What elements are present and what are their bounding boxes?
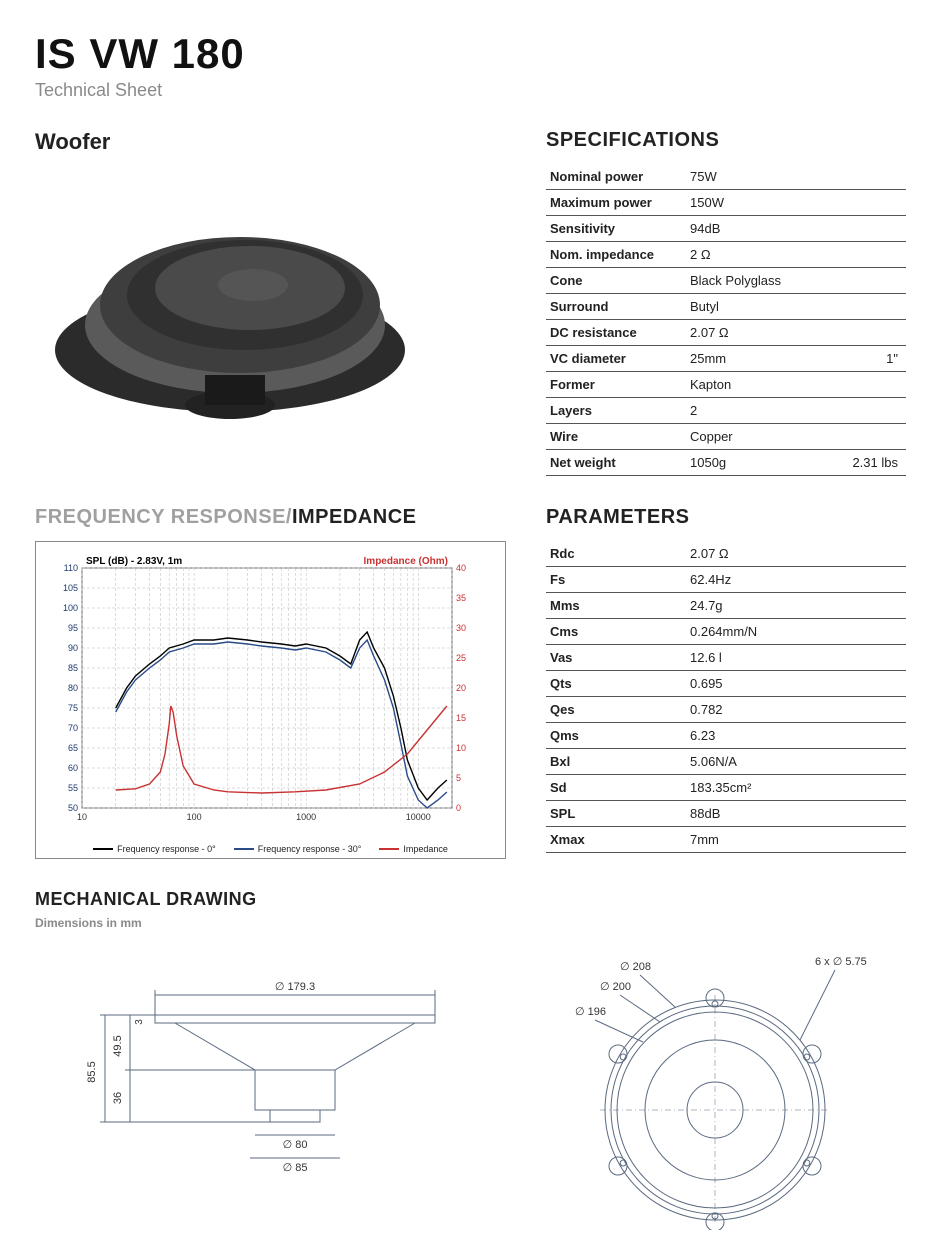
svg-text:SPL (dB) - 2.83V, 1m: SPL (dB) - 2.83V, 1m xyxy=(86,556,182,567)
specs-heading: SPECIFICATIONS xyxy=(546,129,906,152)
svg-text:80: 80 xyxy=(68,683,78,693)
table-row: DC resistance2.07 Ω xyxy=(546,320,906,346)
specs-table: Nominal power75WMaximum power150WSensiti… xyxy=(546,164,906,476)
table-row: Fs62.4Hz xyxy=(546,567,906,593)
svg-text:∅ 80: ∅ 80 xyxy=(283,1139,308,1151)
table-row: Bxl5.06N/A xyxy=(546,749,906,775)
svg-text:95: 95 xyxy=(68,623,78,633)
svg-text:65: 65 xyxy=(68,743,78,753)
svg-text:105: 105 xyxy=(63,583,78,593)
svg-text:85.5: 85.5 xyxy=(86,1061,98,1082)
freq-heading-muted: FREQUENCY RESPONSE/ xyxy=(35,506,292,528)
svg-text:25: 25 xyxy=(456,653,466,663)
table-row: ConeBlack Polyglass xyxy=(546,268,906,294)
legend-fr30: Frequency response - 30° xyxy=(234,844,362,854)
svg-text:60: 60 xyxy=(68,763,78,773)
table-row: Maximum power150W xyxy=(546,190,906,216)
legend-imp: Impedance xyxy=(379,844,448,854)
svg-text:1000: 1000 xyxy=(296,812,316,822)
table-row: Qes0.782 xyxy=(546,697,906,723)
svg-text:75: 75 xyxy=(68,703,78,713)
svg-text:3: 3 xyxy=(134,1019,145,1025)
product-image xyxy=(35,175,435,475)
mech-subheading: Dimensions in mm xyxy=(35,916,906,930)
table-row: Sd183.35cm² xyxy=(546,775,906,801)
svg-text:100: 100 xyxy=(187,812,202,822)
svg-text:49.5: 49.5 xyxy=(112,1035,124,1056)
table-row: FormerKapton xyxy=(546,372,906,398)
legend-fr0: Frequency response - 0° xyxy=(93,844,216,854)
svg-text:110: 110 xyxy=(64,563,78,573)
table-row: Layers2 xyxy=(546,398,906,424)
svg-text:10: 10 xyxy=(77,812,87,822)
table-row: Nominal power75W xyxy=(546,164,906,190)
table-row: Mms24.7g xyxy=(546,593,906,619)
svg-text:10: 10 xyxy=(456,743,466,753)
svg-text:6 x ∅ 5.75: 6 x ∅ 5.75 xyxy=(815,956,867,968)
svg-text:30: 30 xyxy=(456,623,466,633)
svg-text:∅ 196: ∅ 196 xyxy=(575,1006,606,1018)
table-row: Qms6.23 xyxy=(546,723,906,749)
svg-text:36: 36 xyxy=(112,1092,124,1104)
table-row: Cms0.264mm/N xyxy=(546,619,906,645)
freq-chart: 5055606570758085909510010511005101520253… xyxy=(35,541,506,859)
side-drawing: ∅ 179.3 85.5 49.5 3 36 ∅ 80 ∅ 85 xyxy=(35,950,495,1180)
woofer-heading: Woofer xyxy=(35,129,506,155)
svg-text:70: 70 xyxy=(68,723,78,733)
table-row: SurroundButyl xyxy=(546,294,906,320)
svg-text:∅ 85: ∅ 85 xyxy=(283,1162,308,1174)
svg-text:35: 35 xyxy=(456,593,466,603)
table-row: Vas12.6 l xyxy=(546,645,906,671)
svg-text:40: 40 xyxy=(456,563,466,573)
page-title: IS VW 180 xyxy=(35,30,906,78)
svg-text:0: 0 xyxy=(456,803,461,813)
svg-text:100: 100 xyxy=(63,603,78,613)
svg-text:20: 20 xyxy=(456,683,466,693)
svg-text:85: 85 xyxy=(68,663,78,673)
table-row: Rdc2.07 Ω xyxy=(546,541,906,567)
table-row: VC diameter25mm1" xyxy=(546,346,906,372)
svg-text:∅ 200: ∅ 200 xyxy=(600,981,631,993)
table-row: Net weight1050g2.31 lbs xyxy=(546,450,906,476)
table-row: Qts0.695 xyxy=(546,671,906,697)
svg-text:Impedance (Ohm): Impedance (Ohm) xyxy=(364,556,448,567)
table-row: WireCopper xyxy=(546,424,906,450)
mech-heading: MECHANICAL DRAWING xyxy=(35,889,906,910)
table-row: SPL88dB xyxy=(546,801,906,827)
params-table: Rdc2.07 ΩFs62.4HzMms24.7gCms0.264mm/NVas… xyxy=(546,541,906,853)
page-subtitle: Technical Sheet xyxy=(35,80,906,101)
front-drawing: ∅ 208 ∅ 200 ∅ 196 6 x ∅ 5.75 xyxy=(525,950,905,1230)
table-row: Xmax7mm xyxy=(546,827,906,853)
table-row: Sensitivity94dB xyxy=(546,216,906,242)
freq-heading: FREQUENCY RESPONSE/IMPEDANCE xyxy=(35,506,506,529)
svg-text:5: 5 xyxy=(456,773,461,783)
svg-text:10000: 10000 xyxy=(406,812,431,822)
freq-heading-bold: IMPEDANCE xyxy=(292,506,417,528)
params-heading: PARAMETERS xyxy=(546,506,906,529)
svg-text:15: 15 xyxy=(456,713,466,723)
table-row: Nom. impedance2 Ω xyxy=(546,242,906,268)
svg-text:∅ 208: ∅ 208 xyxy=(620,961,651,973)
svg-text:55: 55 xyxy=(68,783,78,793)
svg-text:∅ 179.3: ∅ 179.3 xyxy=(275,981,315,993)
svg-text:90: 90 xyxy=(68,643,78,653)
